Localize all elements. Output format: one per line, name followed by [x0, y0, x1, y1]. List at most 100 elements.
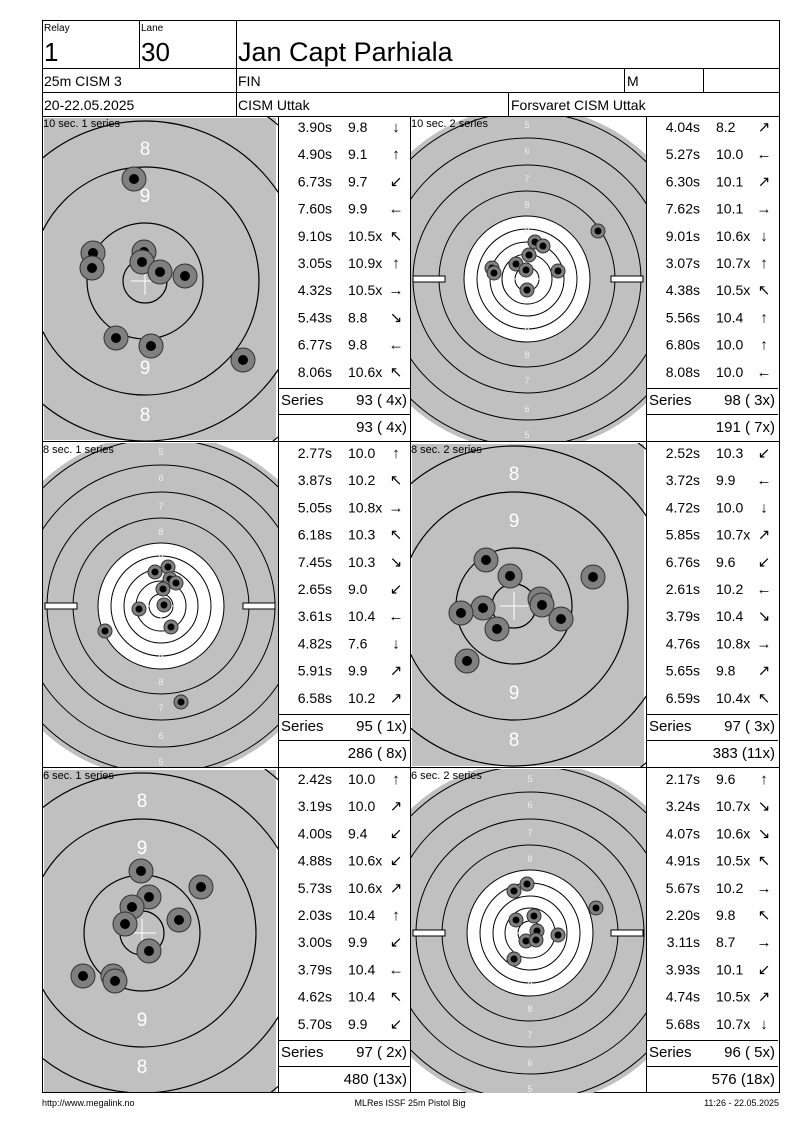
shot-direction: ←	[389, 608, 404, 625]
shot-core	[151, 568, 159, 576]
shot-time: 8.06s	[298, 364, 332, 380]
shot-direction: ↗	[758, 527, 771, 544]
shot-core	[512, 916, 520, 924]
shot-score: 10.3	[348, 527, 375, 543]
shot-score: 10.0	[716, 337, 743, 353]
ring-label: 8	[524, 200, 529, 210]
shot-direction: ↘	[758, 798, 771, 815]
target: 5 6 7 8 9 9 8 7 6 5 10 sec. 2 series	[411, 117, 646, 441]
shot-direction: ↗	[390, 690, 403, 707]
relay: 1	[44, 37, 58, 67]
shot-core	[530, 912, 538, 920]
shot-time: 4.38s	[666, 282, 700, 298]
shot-time: 2.17s	[666, 771, 700, 787]
ring	[43, 818, 257, 1048]
shot-time: 6.73s	[298, 173, 332, 189]
side-bar	[610, 929, 644, 937]
ring-label: 9	[158, 552, 163, 562]
side-bar	[242, 602, 276, 610]
shot-score: 9.0	[348, 581, 368, 597]
shot-core	[592, 904, 600, 912]
shot-score: 9.4	[348, 825, 368, 841]
cumulative-total: 383 (11x)	[713, 745, 775, 762]
shot-score: 8.8	[348, 309, 368, 325]
side-bar	[412, 929, 446, 937]
shot-direction: ↙	[758, 554, 771, 571]
shot-score: 10.0	[348, 798, 375, 814]
series-title: 8 sec. 1 series	[43, 444, 114, 456]
ring-label: 6	[158, 731, 163, 741]
shot-score: 9.6	[716, 554, 736, 570]
shot-direction: ↙	[390, 173, 403, 190]
shot-core	[136, 866, 146, 876]
series-title: 10 sec. 1 series	[43, 118, 121, 130]
series-label: Series	[281, 392, 324, 409]
shot-direction: ↘	[390, 554, 403, 571]
shot-time: 7.60s	[298, 201, 332, 217]
shot-time: 5.73s	[298, 880, 332, 896]
shot-direction: ←	[757, 581, 772, 598]
shot-score: 10.4	[348, 961, 375, 977]
cumulative-total: 576 (18x)	[712, 1071, 775, 1088]
shot-time: 9.01s	[666, 228, 700, 244]
series-label: Series	[281, 1044, 324, 1061]
shot-direction: ←	[389, 337, 404, 354]
ring-label: 7	[158, 501, 163, 511]
series-label: Series	[649, 1044, 692, 1061]
shot-time: 3.07s	[666, 255, 700, 271]
shot-time: 2.52s	[666, 445, 700, 461]
shot-core	[137, 257, 147, 267]
shot-time: 4.00s	[298, 825, 332, 841]
shot-core	[164, 563, 172, 571]
shot-direction: ↗	[390, 663, 403, 680]
ring	[97, 542, 225, 670]
shot-direction: ↙	[758, 961, 771, 978]
shot-core	[556, 614, 566, 624]
shot-score: 9.7	[348, 173, 368, 189]
ring-label: 6	[524, 404, 529, 414]
ring-label: 7	[527, 828, 532, 838]
shot-score: 9.8	[716, 907, 736, 923]
shot-time: 4.88s	[298, 853, 332, 869]
shot-score: 10.7x	[716, 527, 750, 543]
shot-direction: ↓	[392, 635, 400, 652]
shot-direction: →	[757, 880, 772, 897]
series-label: Series	[649, 718, 692, 735]
shot-score: 10.9x	[348, 255, 382, 271]
shot-score: 10.8x	[348, 499, 382, 515]
ring-label: 8	[137, 791, 148, 812]
shot-time: 2.42s	[298, 771, 332, 787]
shot-time: 2.20s	[666, 907, 700, 923]
ring-label: 9	[140, 186, 151, 207]
ring	[411, 445, 646, 767]
shot-direction: ↑	[392, 255, 400, 272]
shot-score: 10.6x	[716, 228, 750, 244]
ring-label: 9	[527, 979, 532, 989]
shot-score: 10.8x	[716, 635, 750, 651]
shot-direction: ←	[757, 472, 772, 489]
shot-core	[177, 698, 185, 706]
shot-time: 3.79s	[298, 961, 332, 977]
shot-direction: ↑	[760, 771, 768, 788]
ring	[43, 166, 260, 396]
shot-score: 7.6	[348, 635, 368, 651]
target: 8 9 9 8 8 sec. 2 series	[411, 443, 646, 767]
series-title: 10 sec. 2 series	[411, 118, 489, 130]
shot-score: 9.8	[716, 663, 736, 679]
shot-core	[462, 656, 472, 666]
shot-core	[522, 266, 530, 274]
shot-direction: ←	[389, 961, 404, 978]
ring	[476, 228, 578, 330]
shot-score: 10.0	[716, 146, 743, 162]
shot-core	[172, 579, 180, 587]
shot-direction: →	[757, 201, 772, 218]
cumulative-total: 286 ( 8x)	[348, 745, 407, 762]
ring-label: 5	[527, 774, 532, 784]
shot-core	[512, 260, 520, 268]
shot-core	[174, 915, 184, 925]
ring-label: 8	[527, 854, 532, 864]
shot-core	[180, 271, 190, 281]
ring-label: 8	[158, 527, 163, 537]
shot-time: 4.82s	[298, 635, 332, 651]
shot-core	[478, 603, 488, 613]
